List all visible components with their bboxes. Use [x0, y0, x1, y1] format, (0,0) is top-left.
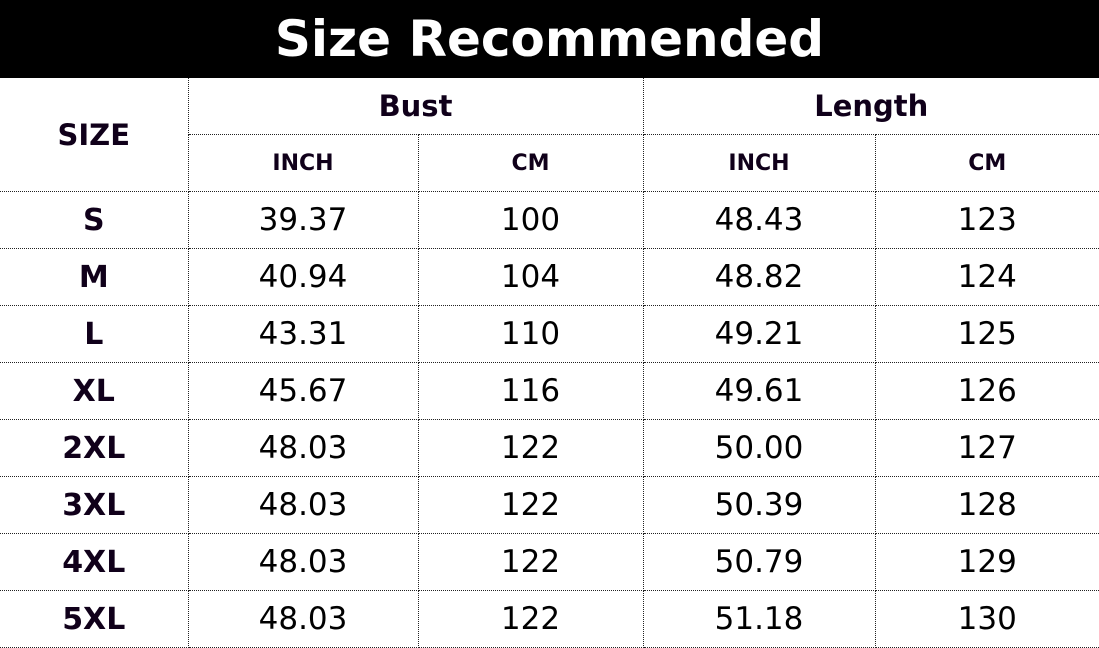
bust-inch-cell: 48.03	[187, 419, 419, 477]
length-cm-cell: 126	[874, 362, 1099, 420]
size-cell: S	[0, 191, 189, 249]
length-cm-cell: 129	[874, 533, 1099, 591]
length-header: Length	[642, 78, 1099, 135]
size-cell: XL	[0, 362, 189, 420]
bust-inch-cell: 48.03	[187, 533, 419, 591]
table-row: 4XL 48.03 122 50.79 129	[0, 533, 1099, 591]
bust-inch-cell: 40.94	[187, 248, 419, 306]
bust-cm-cell: 122	[417, 476, 644, 534]
length-inch-cell: 48.43	[642, 191, 876, 249]
bust-cm-cell: 122	[417, 590, 644, 648]
size-cell: 3XL	[0, 476, 189, 534]
size-cell: 5XL	[0, 590, 189, 648]
bust-cm-cell: 122	[417, 533, 644, 591]
size-cell: M	[0, 248, 189, 306]
bust-inch-cell: 45.67	[187, 362, 419, 420]
length-inch-header: INCH	[642, 134, 876, 192]
bust-cm-header: CM	[417, 134, 644, 192]
bust-cm-cell: 122	[417, 419, 644, 477]
length-inch-cell: 49.61	[642, 362, 876, 420]
bust-inch-cell: 43.31	[187, 305, 419, 363]
length-cm-cell: 123	[874, 191, 1099, 249]
size-table: SIZE Bust Length INCH CM INCH CM S 39.37 1…	[0, 78, 1099, 648]
bust-cm-cell: 104	[417, 248, 644, 306]
size-cell: 2XL	[0, 419, 189, 477]
length-inch-cell: 51.18	[642, 590, 876, 648]
length-cm-cell: 125	[874, 305, 1099, 363]
length-inch-cell: 50.79	[642, 533, 876, 591]
length-cm-cell: 130	[874, 590, 1099, 648]
table-row: XL 45.67 116 49.61 126	[0, 362, 1099, 420]
bust-inch-cell: 39.37	[187, 191, 419, 249]
bust-cm-cell: 100	[417, 191, 644, 249]
size-cell: L	[0, 305, 189, 363]
table-row: S 39.37 100 48.43 123	[0, 191, 1099, 249]
table-row: L 43.31 110 49.21 125	[0, 305, 1099, 363]
length-inch-cell: 49.21	[642, 305, 876, 363]
length-inch-cell: 48.82	[642, 248, 876, 306]
length-inch-cell: 50.00	[642, 419, 876, 477]
length-cm-header: CM	[874, 134, 1099, 192]
bust-cm-cell: 116	[417, 362, 644, 420]
size-header: SIZE	[0, 78, 189, 192]
bust-inch-cell: 48.03	[187, 476, 419, 534]
table-row: 5XL 48.03 122 51.18 130	[0, 590, 1099, 648]
length-inch-cell: 50.39	[642, 476, 876, 534]
page-title: Size Recommended	[0, 0, 1099, 78]
bust-inch-header: INCH	[188, 134, 419, 192]
table-row: 2XL 48.03 122 50.00 127	[0, 419, 1099, 477]
length-cm-cell: 124	[874, 248, 1099, 306]
size-cell: 4XL	[0, 533, 189, 591]
bust-inch-cell: 48.03	[187, 590, 419, 648]
length-cm-cell: 128	[874, 476, 1099, 534]
table-row: 3XL 48.03 122 50.39 128	[0, 476, 1099, 534]
length-cm-cell: 127	[874, 419, 1099, 477]
bust-cm-cell: 110	[417, 305, 644, 363]
table-row: M 40.94 104 48.82 124	[0, 248, 1099, 306]
bust-header: Bust	[187, 78, 644, 135]
